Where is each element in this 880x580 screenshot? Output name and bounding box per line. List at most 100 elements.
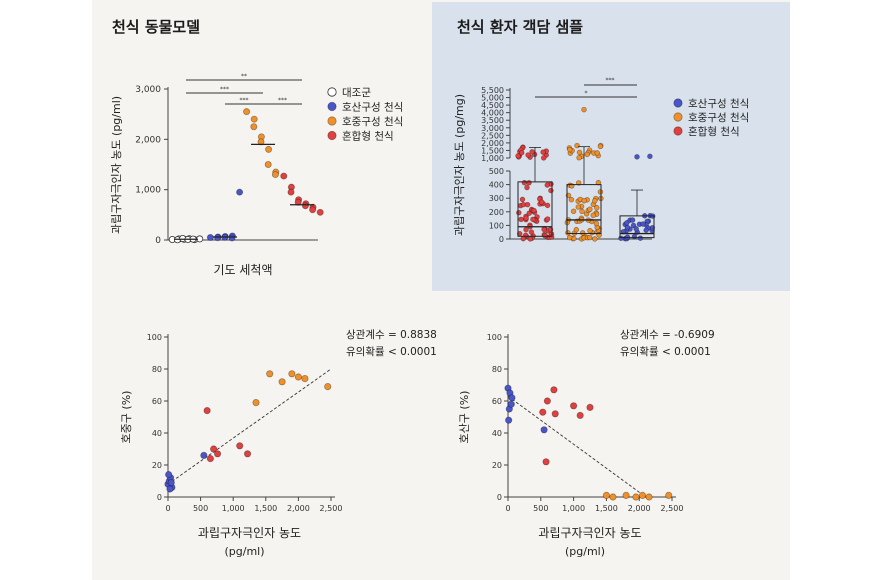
corr1-y-tick-label: 20	[152, 461, 162, 470]
corr1-y-axis-label: 호중구 (%)	[120, 391, 133, 444]
sputum-point-mixed	[544, 202, 551, 209]
corr2-point-eosino	[665, 491, 673, 499]
animal-legend-label: 호중구성 천식	[342, 116, 403, 128]
animal-point-mixed	[280, 172, 288, 180]
sputum-point-neutro	[633, 226, 639, 232]
animal-point-neutro	[228, 234, 236, 242]
corr2-point-eosino	[632, 493, 640, 501]
sputum-panel-background	[432, 2, 790, 291]
sputum-point-eosino	[590, 212, 597, 219]
sputum-point-eosino	[587, 227, 593, 234]
corr2-point-mixed	[542, 458, 550, 466]
sputum-point-neutro	[640, 221, 646, 227]
corr1-y-tick-label: 80	[152, 365, 162, 374]
corr1-point-mixed	[203, 406, 211, 415]
sputum-point-mixed	[524, 184, 530, 191]
animal-legend-label: 대조군	[342, 87, 371, 99]
animal-point-eosino	[243, 108, 251, 116]
sputum-point-mixed	[518, 150, 525, 156]
animal-point-mixed	[316, 208, 324, 216]
sputum-sample-title: 천식 환자 객담 샘플	[457, 18, 584, 36]
sputum-point-neutro	[618, 235, 624, 242]
sputum-y-tick-label: 0	[499, 235, 504, 244]
sputum-point-mixed	[529, 149, 535, 155]
sputum-y-tick-label: 300	[489, 194, 504, 203]
sputum-point-eosino	[593, 220, 600, 227]
sputum-legend-label: 호산구성 천식	[688, 98, 749, 110]
sputum-legend-marker-mixed	[673, 126, 683, 136]
sputum-point-mixed	[544, 216, 551, 222]
sputum-point-eosino	[576, 149, 583, 156]
sputum-point-eosino	[581, 106, 587, 113]
animal-point-eosino	[250, 115, 258, 123]
corr2-point-eosino	[638, 491, 647, 499]
sputum-y-tick-label: 1,500	[481, 146, 504, 155]
corr1-x-tick-label: 2,000	[287, 504, 310, 513]
sputum-point-neutro	[647, 153, 653, 160]
corr1-trend-line	[167, 368, 332, 485]
sputum-point-eosino	[575, 180, 582, 186]
corr2-y-tick-label: 60	[492, 397, 502, 406]
sputum-point-mixed	[526, 210, 533, 217]
sputum-point-eosino	[597, 189, 604, 195]
sputum-legend-marker-eosino	[673, 112, 683, 122]
sputum-point-eosino	[592, 198, 598, 204]
corr2-y-tick-label: 20	[492, 461, 502, 470]
sputum-legend-marker-neutro	[673, 98, 683, 108]
animal-significance-stars: ***	[278, 97, 287, 104]
corr2-point-eosino	[622, 491, 630, 499]
corr2-x-axis-label: 과립구자극인자 농도	[538, 526, 641, 540]
sputum-point-mixed	[548, 187, 554, 194]
corr2-y-axis-label: 호산구 (%)	[458, 391, 471, 444]
animal-legend-marker-eosino	[327, 116, 337, 126]
corr2-point-mixed	[586, 403, 594, 411]
sputum-y-tick-label: 400	[489, 181, 504, 190]
sputum-point-eosino	[584, 151, 590, 158]
animal-point-eosino	[264, 160, 272, 168]
corr1-y-tick-label: 40	[152, 429, 162, 438]
corr2-p-value: 유의확률 < 0.0001	[620, 345, 711, 358]
sputum-point-eosino	[568, 196, 575, 203]
corr2-x-tick-label: 1,500	[595, 504, 618, 513]
sputum-y-tick-label: 5,000	[481, 94, 504, 103]
sputum-y-tick-label: 3,500	[481, 116, 504, 125]
corr1-point-eosino	[288, 370, 296, 378]
sputum-point-mixed	[531, 207, 537, 214]
sputum-point-mixed	[538, 199, 545, 205]
corr1-point-eosino	[278, 378, 286, 386]
sputum-point-eosino	[579, 208, 585, 215]
corr2-correlation-coefficient: 상관계수 = -0.6909	[620, 329, 715, 341]
corr2-point-mixed	[543, 397, 551, 405]
sputum-point-mixed	[519, 196, 526, 203]
sputum-point-eosino	[565, 229, 571, 236]
animal-legend-marker-mixed	[327, 130, 337, 141]
corr1-y-tick-label: 60	[152, 397, 162, 406]
corr1-point-eosino	[294, 373, 302, 381]
corr2-y-tick-label: 40	[492, 429, 502, 438]
sputum-point-eosino	[595, 179, 602, 186]
animal-model-title: 천식 동물모델	[112, 18, 201, 36]
sputum-y-tick-label: 3,000	[481, 124, 504, 133]
sputum-point-eosino	[594, 150, 601, 156]
sputum-point-neutro	[624, 220, 630, 226]
sputum-point-eosino	[593, 204, 600, 211]
animal-legend-label: 호산구성 천식	[342, 102, 403, 114]
corr1-x-axis-unit: (pg/ml)	[224, 545, 264, 558]
sputum-point-mixed	[516, 209, 522, 216]
corr2-point-neutro	[508, 394, 516, 402]
sputum-legend-label: 호중구성 천식	[688, 112, 749, 124]
sputum-point-neutro	[630, 222, 637, 229]
corr2-y-tick-label: 0	[497, 493, 502, 502]
sputum-point-eosino	[597, 143, 604, 150]
sputum-point-eosino	[566, 146, 573, 153]
sputum-point-eosino	[587, 206, 593, 213]
sputum-point-eosino	[581, 197, 587, 204]
sputum-y-tick-label: 4,500	[481, 101, 504, 110]
animal-point-eosino	[265, 145, 273, 153]
corr2-point-eosino	[645, 493, 653, 501]
sputum-point-eosino	[573, 226, 580, 233]
sputum-point-mixed	[530, 216, 536, 223]
corr1-point-eosino	[266, 370, 274, 378]
animal-y-tick-label: 0	[155, 236, 161, 246]
corr2-point-mixed	[569, 402, 578, 410]
